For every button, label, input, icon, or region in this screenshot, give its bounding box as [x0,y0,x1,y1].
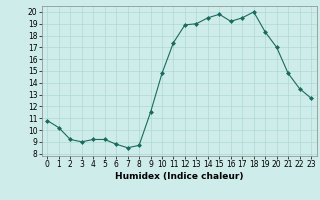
X-axis label: Humidex (Indice chaleur): Humidex (Indice chaleur) [115,172,244,181]
